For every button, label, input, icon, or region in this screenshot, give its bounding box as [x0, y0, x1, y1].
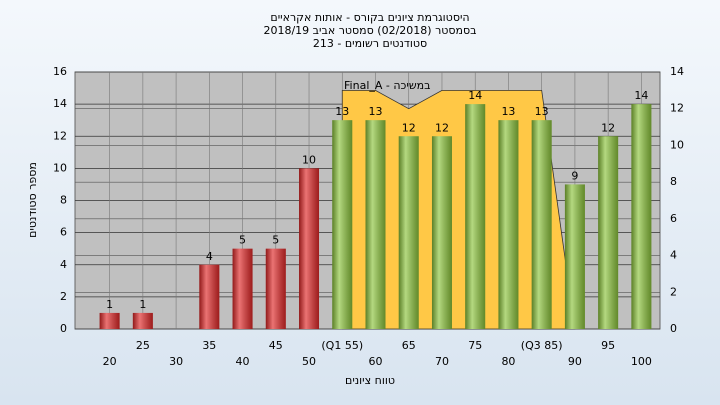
y2-tick-label: 10 — [670, 138, 684, 151]
y-tick-label: 12 — [53, 129, 67, 142]
bar-shade — [232, 248, 253, 329]
x-tick-label: 80 — [501, 355, 515, 368]
x-tick-label: (Q3 85) — [521, 339, 563, 352]
value-label: 5 — [239, 234, 246, 247]
chart-title: היסטוגרמת ציונים בקורס - אותות אקראיים — [270, 11, 469, 24]
y-tick-label: 4 — [60, 258, 67, 271]
y-tick-label: 2 — [60, 290, 67, 303]
value-label: 12 — [435, 121, 449, 134]
value-label: 5 — [272, 234, 279, 247]
value-label: 14 — [634, 89, 648, 102]
bar-shade — [99, 312, 120, 329]
x-tick-label: 45 — [269, 339, 283, 352]
bar-shade — [531, 120, 552, 329]
value-label: 13 — [369, 105, 383, 118]
y2-tick-label: 0 — [670, 322, 677, 335]
y-tick-label: 14 — [53, 97, 67, 110]
x-axis-label: טווח ציונים — [345, 374, 395, 387]
bar-shade — [332, 120, 353, 329]
bar-shade — [631, 104, 652, 329]
bar-shade — [365, 120, 386, 329]
x-tick-label: 50 — [302, 355, 316, 368]
x-tick-label: 20 — [103, 355, 117, 368]
bar-shade — [431, 136, 452, 329]
value-label: 14 — [468, 89, 482, 102]
y-axis-label: מספר סטודנטים — [26, 162, 39, 238]
y-tick-label: 0 — [60, 322, 67, 335]
value-label: 13 — [335, 105, 349, 118]
bar-shade — [199, 264, 220, 329]
x-tick-label: 75 — [468, 339, 482, 352]
y2-tick-label: 8 — [670, 175, 677, 188]
bar-shade — [564, 184, 585, 329]
y2-tick-label: 2 — [670, 285, 677, 298]
value-label: 12 — [601, 121, 615, 134]
x-tick-label: 100 — [631, 355, 652, 368]
x-tick-label: 60 — [369, 355, 383, 368]
x-tick-label: 95 — [601, 339, 615, 352]
bar-shade — [398, 136, 419, 329]
value-label: 13 — [501, 105, 515, 118]
x-tick-label: 35 — [202, 339, 216, 352]
bar-shade — [465, 104, 486, 329]
x-tick-label: 25 — [136, 339, 150, 352]
y-tick-label: 16 — [53, 65, 67, 78]
value-label: 9 — [571, 169, 578, 182]
value-label: 13 — [535, 105, 549, 118]
bar-shade — [498, 120, 519, 329]
value-label: 1 — [106, 298, 113, 311]
x-tick-label: 30 — [169, 355, 183, 368]
chart-subtitle: בסמסטר (02/2018) סמסטר אביב 2018/19 — [263, 24, 476, 37]
bar-shade — [299, 168, 320, 329]
value-label: 1 — [139, 298, 146, 311]
bar-shade — [132, 312, 153, 329]
bar-shade — [598, 136, 619, 329]
y2-tick-label: 4 — [670, 249, 677, 262]
y-tick-label: 8 — [60, 194, 67, 207]
value-label: 12 — [402, 121, 416, 134]
y2-tick-label: 12 — [670, 102, 684, 115]
x-tick-label: 90 — [568, 355, 582, 368]
x-tick-label: 40 — [236, 355, 250, 368]
x-tick-label: (Q1 55) — [321, 339, 363, 352]
area-label: Final_A - במשיכה — [344, 79, 430, 92]
y2-tick-label: 6 — [670, 212, 677, 225]
value-label: 4 — [206, 250, 213, 263]
y2-tick-label: 14 — [670, 65, 684, 78]
y-tick-label: 6 — [60, 226, 67, 239]
y-tick-label: 10 — [53, 161, 67, 174]
chart-subtitle: סטודנטים רשומים - 213 — [313, 37, 427, 50]
value-label: 10 — [302, 153, 316, 166]
x-tick-label: 70 — [435, 355, 449, 368]
x-tick-label: 65 — [402, 339, 416, 352]
bar-shade — [265, 248, 286, 329]
